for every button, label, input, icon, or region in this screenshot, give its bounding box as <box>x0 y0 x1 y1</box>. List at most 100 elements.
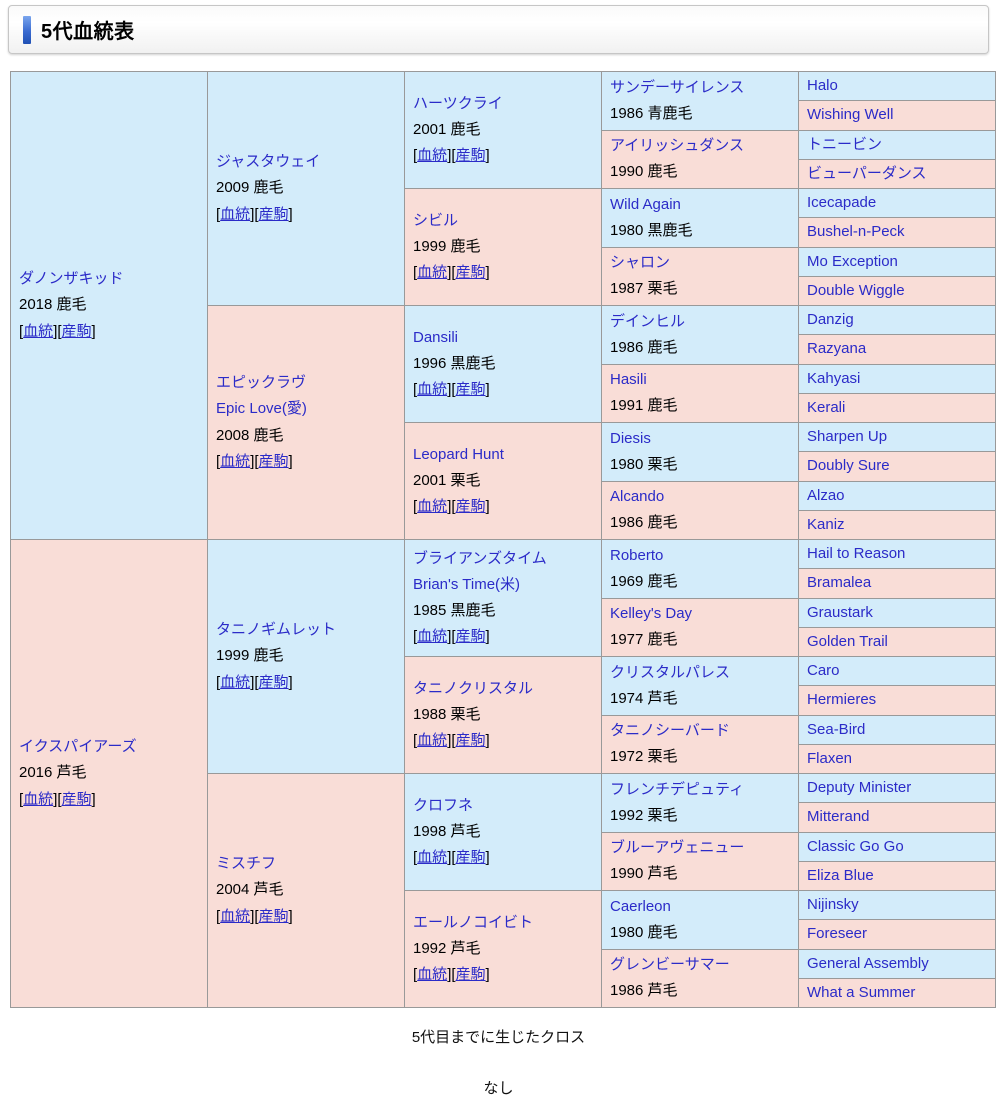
horse-name-link[interactable]: エピックラヴ <box>216 374 307 391</box>
horse-name-link[interactable]: Caro <box>807 662 840 679</box>
horse-name-link[interactable]: Hermieres <box>807 691 877 709</box>
horse-name-link[interactable]: Golden Trail <box>807 632 888 650</box>
horse-name-link[interactable]: ビューパーダンス <box>807 164 927 182</box>
horse-name-link[interactable]: シビル <box>413 211 459 229</box>
horse-name-link[interactable]: エールノコイビト <box>413 913 534 931</box>
horse-year-coat: 2001 栗毛 <box>413 471 481 489</box>
horse-name-link[interactable]: Danzig <box>807 311 854 328</box>
horse-name-link[interactable]: Sharpen Up <box>807 428 888 445</box>
horse-name-link[interactable]: Mitterand <box>807 808 870 826</box>
horse-name-link[interactable]: タニノシーバード <box>610 722 730 739</box>
horse-name-link[interactable]: Bushel-n-Peck <box>807 223 905 241</box>
offspring-link[interactable]: 産駒 <box>258 673 289 691</box>
horse-name-link[interactable]: Eliza Blue <box>807 866 874 884</box>
offspring-link[interactable]: 産駒 <box>258 205 289 223</box>
blood-link[interactable]: 血統 <box>417 498 448 516</box>
horse-name-link[interactable]: Mo Exception <box>807 252 898 270</box>
horse-name-link[interactable]: Kaniz <box>807 515 845 533</box>
blood-link[interactable]: 血統 <box>220 673 251 691</box>
horse-name-link[interactable]: Alcando <box>610 488 665 505</box>
blood-link[interactable]: 血統 <box>417 849 448 867</box>
horse-name-link[interactable]: Dansili <box>413 328 459 346</box>
horse-name-link[interactable]: シャロン <box>610 254 671 271</box>
blood-link[interactable]: 血統 <box>220 907 251 925</box>
blood-link[interactable]: 血統 <box>417 966 448 984</box>
offspring-link[interactable]: 産駒 <box>455 381 486 399</box>
horse-name-link[interactable]: Double Wiggle <box>807 281 905 299</box>
horse-name-link[interactable]: Graustark <box>807 603 873 621</box>
offspring-link[interactable]: 産駒 <box>455 264 486 282</box>
horse-year-coat: 1986 鹿毛 <box>610 338 678 356</box>
horse-name-link[interactable]: グレンビーサマー <box>610 956 730 973</box>
blood-link[interactable]: 血統 <box>220 452 251 470</box>
horse-name-link[interactable]: ブルーアヴェニュー <box>610 839 745 856</box>
horse-name-link[interactable]: Razyana <box>807 340 867 358</box>
blood-link[interactable]: 血統 <box>417 732 448 750</box>
horse-name-link[interactable]: デインヒル <box>610 312 686 330</box>
pedigree-cell-gen4: デインヒル 1986 鹿毛 <box>601 305 799 365</box>
horse-name-link[interactable]: ダノンザキッド <box>19 270 124 288</box>
horse-name-link[interactable]: General Assembly <box>807 954 929 972</box>
horse-name-link[interactable]: Kahyasi <box>807 369 861 387</box>
horse-name-link[interactable]: クロフネ <box>413 796 474 814</box>
horse-name-link[interactable]: Kelley's Day <box>610 605 693 622</box>
horse-name-link[interactable]: Wild Again <box>610 195 681 213</box>
horse-name-link[interactable]: サンデーサイレンス <box>610 78 745 96</box>
horse-name-link[interactable]: クリスタルパレス <box>610 663 731 681</box>
horse-name-link[interactable]: Sea-Bird <box>807 720 866 738</box>
horse-name-link[interactable]: ミスチフ <box>216 855 277 873</box>
blood-link[interactable]: 血統 <box>417 628 448 646</box>
horse-name-link[interactable]: Halo <box>807 77 838 94</box>
horse-name-link[interactable]: Hasili <box>610 371 647 388</box>
horse-name-link[interactable]: アイリッシュダンス <box>610 137 744 154</box>
horse-name-link[interactable]: Icecapade <box>807 194 877 211</box>
horse-year-coat: 1986 鹿毛 <box>610 514 678 532</box>
horse-name-link[interactable]: Roberto <box>610 546 664 564</box>
blood-link[interactable]: 血統 <box>417 381 448 399</box>
blood-link[interactable]: 血統 <box>23 790 54 808</box>
horse-name-link[interactable]: Caerleon <box>610 897 671 915</box>
horse-name-link[interactable]: Bramalea <box>807 574 872 592</box>
blood-link[interactable]: 血統 <box>417 147 448 165</box>
horse-name-link[interactable]: What a Summer <box>807 983 916 1001</box>
offspring-link[interactable]: 産駒 <box>455 147 486 165</box>
offspring-link[interactable]: 産駒 <box>61 322 92 340</box>
horse-name-link[interactable]: Kerali <box>807 398 846 416</box>
horse-secondary-name-link[interactable]: Brian's Time(米) <box>413 575 521 593</box>
horse-name-link[interactable]: Alzao <box>807 486 845 504</box>
horse-name-link[interactable]: ブライアンズタイム <box>413 549 547 567</box>
horse-name-link[interactable]: ハーツクライ <box>413 94 503 112</box>
horse-name-link[interactable]: Flaxen <box>807 749 853 767</box>
offspring-link[interactable]: 産駒 <box>61 790 92 808</box>
blood-link[interactable]: 血統 <box>220 205 251 223</box>
blood-link[interactable]: 血統 <box>23 322 54 340</box>
horse-name-link[interactable]: Nijinsky <box>807 896 859 913</box>
horse-name-link[interactable]: Hail to Reason <box>807 545 906 562</box>
horse-name-link[interactable]: ジャスタウェイ <box>216 153 321 171</box>
offspring-link[interactable]: 産駒 <box>258 907 289 925</box>
horse-name-link[interactable]: トニービン <box>807 135 883 153</box>
offspring-link[interactable]: 産駒 <box>455 849 486 867</box>
offspring-link[interactable]: 産駒 <box>258 452 289 470</box>
horse-name-link[interactable]: タニノクリスタル <box>413 679 534 697</box>
horse-year-coat: 1969 鹿毛 <box>610 572 678 590</box>
horse-name-link[interactable]: フレンチデピュティ <box>610 780 745 798</box>
horse-name-link[interactable]: Foreseer <box>807 925 868 943</box>
horse-name-link[interactable]: タニノギムレット <box>216 621 337 639</box>
horse-name-link[interactable]: Classic Go Go <box>807 837 904 855</box>
offspring-link[interactable]: 産駒 <box>455 732 486 750</box>
blood-link[interactable]: 血統 <box>417 264 448 282</box>
horse-secondary-name-link[interactable]: Epic Love(愛) <box>216 400 307 418</box>
horse-name-link[interactable]: Wishing Well <box>807 106 894 124</box>
offspring-link[interactable]: 産駒 <box>455 966 486 984</box>
pedigree-cell-gen5: トニービン <box>798 129 996 160</box>
horse-name-link[interactable]: イクスパイアーズ <box>19 738 137 756</box>
pedigree-cell-gen5: Halo <box>798 70 996 102</box>
horse-name-link[interactable]: Leopard Hunt <box>413 445 504 463</box>
horse-name-link[interactable]: Doubly Sure <box>807 457 890 475</box>
horse-name-link[interactable]: Deputy Minister <box>807 779 912 796</box>
pedigree-row: ブルーアヴェニュー 1990 芦毛 Classic Go Go <box>11 831 996 891</box>
offspring-link[interactable]: 産駒 <box>455 498 486 516</box>
offspring-link[interactable]: 産駒 <box>455 628 486 646</box>
horse-name-link[interactable]: Diesis <box>610 429 651 447</box>
